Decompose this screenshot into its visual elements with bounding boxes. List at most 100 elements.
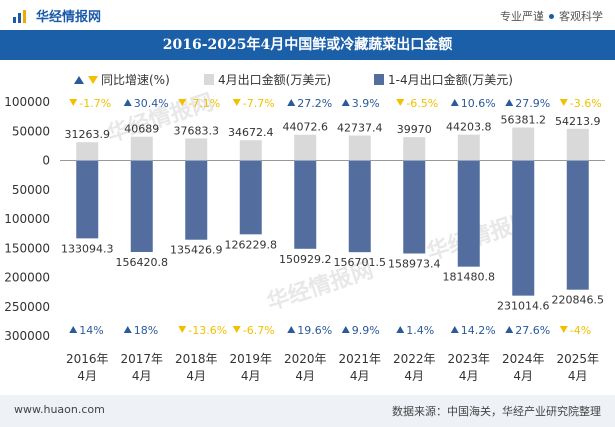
x-tick-label: 4月 <box>350 369 370 383</box>
x-tick-label: 4月 <box>241 369 261 383</box>
chart-legend: 同比增速(%) 4月出口金额(万美元) 1-4月出口金额(万美元) <box>74 72 513 87</box>
growth-label: 14% <box>69 324 104 337</box>
x-tick-label: 2018年 <box>175 352 218 366</box>
growth-label: -3.6% <box>559 97 602 110</box>
growth-label: -6.7% <box>232 324 275 337</box>
month-value-label: 31263.9 <box>65 128 111 141</box>
x-tick-label: 4月 <box>568 369 588 383</box>
growth-text: 30.4% <box>134 97 169 110</box>
growth-label: -7.1% <box>178 97 220 110</box>
up-triangle-icon <box>341 326 350 333</box>
growth-text: 18% <box>134 324 158 337</box>
legend-month-label: 4月出口金额(万美元) <box>218 72 331 87</box>
growth-label: -7.7% <box>232 97 275 110</box>
growth-text: 27.6% <box>515 324 550 337</box>
chart-area: 同比增速(%) 4月出口金额(万美元) 1-4月出口金额(万美元) 华经情报网 … <box>0 60 615 395</box>
y-tick-label: 100000 <box>4 95 50 109</box>
legend-month-swatch <box>204 74 214 85</box>
bar-month <box>239 140 262 161</box>
growth-text: -6.7% <box>243 324 275 337</box>
slogan-dot-icon <box>549 13 554 19</box>
bar-month <box>457 134 480 161</box>
up-triangle-icon <box>341 99 350 106</box>
up-triangle-icon <box>505 99 514 106</box>
month-value-label: 34672.4 <box>228 126 274 139</box>
growth-label: 10.6% <box>450 97 496 110</box>
x-tick-label: 4月 <box>186 369 206 383</box>
growth-text: 19.6% <box>297 324 332 337</box>
bar-cumulative <box>294 160 317 249</box>
growth-label: 9.9% <box>341 324 380 337</box>
growth-text: 14.2% <box>461 324 496 337</box>
x-axis: 2016年 4月 2017年 4月 2018年 4月 2019年 4月 2020年 4月 2021年… <box>66 352 599 383</box>
growth-label: 1.4% <box>396 324 434 337</box>
up-triangle-icon <box>123 99 132 106</box>
bar-month <box>76 142 99 161</box>
growth-labels: -1.7% 14% 30.4% 18% -7.1% -13.6% -7.7% -6.7% 27.… <box>69 97 602 337</box>
x-tick-label: 4月 <box>295 369 315 383</box>
x-tick-label: 2019年 <box>229 352 272 366</box>
x-tick-label: 2022年 <box>393 352 436 366</box>
month-value-label: 42737.4 <box>337 121 383 134</box>
x-tick-label: 4月 <box>404 369 424 383</box>
bar-month <box>294 134 317 161</box>
bars <box>76 127 589 296</box>
legend-down-triangle-icon <box>88 76 98 84</box>
growth-label: 30.4% <box>123 97 169 110</box>
x-tick-label: 4月 <box>513 369 533 383</box>
bar-cumulative <box>130 160 153 253</box>
cumulative-value-label: 133094.3 <box>61 242 114 255</box>
month-value-label: 54213.9 <box>555 115 601 128</box>
growth-text: -1.7% <box>79 97 111 110</box>
huajing-logo-icon <box>13 10 26 23</box>
growth-label: -4% <box>559 324 591 337</box>
up-triangle-icon <box>450 99 459 106</box>
x-tick-label: 2017年 <box>120 352 163 366</box>
footer-url: www.huaon.com <box>14 403 105 416</box>
cumulative-value-label: 220846.5 <box>552 294 605 307</box>
footer-source: 数据来源：中国海关，华经产业研究院整理 <box>392 405 601 418</box>
down-triangle-icon <box>396 99 405 106</box>
legend-up-triangle-icon <box>74 76 84 84</box>
y-tick-label: 150000 <box>4 241 50 255</box>
bar-cumulative <box>566 160 589 290</box>
month-value-label: 39970 <box>397 123 432 136</box>
growth-text: -3.6% <box>570 97 602 110</box>
bar-month <box>130 136 153 161</box>
month-value-label: 44203.8 <box>446 121 492 134</box>
cumulative-value-label: 135426.9 <box>170 244 223 257</box>
month-value-label: 44072.6 <box>283 121 329 134</box>
legend-cumulative-label: 1-4月出口金额(万美元) <box>388 72 513 87</box>
x-tick-label: 4月 <box>77 369 97 383</box>
x-tick-label: 2024年 <box>502 352 545 366</box>
growth-text: -4% <box>570 324 591 337</box>
chart-svg: 同比增速(%) 4月出口金额(万美元) 1-4月出口金额(万美元) 华经情报网 … <box>4 72 605 383</box>
x-tick-label: 2016年 <box>66 352 109 366</box>
growth-label: 18% <box>123 324 158 337</box>
x-tick-label: 2023年 <box>447 352 490 366</box>
growth-label: 27.9% <box>505 97 550 110</box>
growth-label: -13.6% <box>178 324 227 337</box>
growth-text: -7.7% <box>243 97 275 110</box>
y-axis: 100000 50000 0 50000 100000 150000 200000 25000… <box>4 95 50 343</box>
cumulative-value-label: 231014.6 <box>497 300 550 313</box>
down-triangle-icon <box>559 326 568 333</box>
growth-text: -6.5% <box>406 97 438 110</box>
growth-text: 14% <box>79 324 103 337</box>
growth-text: -7.1% <box>188 97 220 110</box>
x-tick-label: 2020年 <box>284 352 327 366</box>
slogan-left: 专业严谨 <box>500 10 544 23</box>
site-name: 华经情报网 <box>36 10 102 25</box>
up-triangle-icon <box>396 326 405 333</box>
cumulative-value-label: 126229.8 <box>225 238 278 251</box>
top-bar: 华经情报网 专业严谨 客观科学 <box>0 0 615 30</box>
cumulative-value-label: 156420.8 <box>116 256 169 269</box>
down-triangle-icon <box>178 99 187 106</box>
x-tick-label: 4月 <box>459 369 479 383</box>
down-triangle-icon <box>232 99 241 106</box>
legend-cumulative-swatch <box>374 74 384 85</box>
bar-cumulative <box>185 160 208 240</box>
down-triangle-icon <box>69 99 78 106</box>
growth-text: 1.4% <box>406 324 434 337</box>
growth-text: 27.2% <box>297 97 332 110</box>
